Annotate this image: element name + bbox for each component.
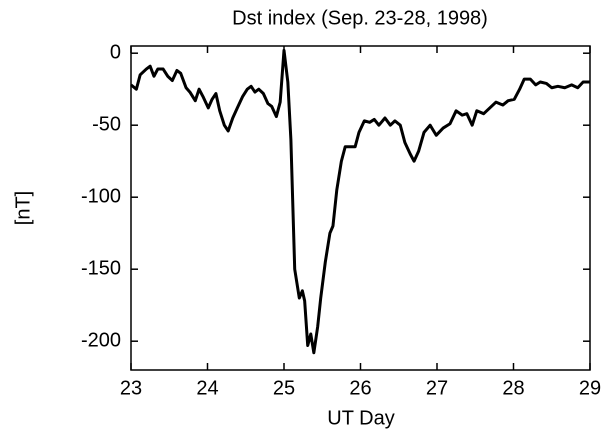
x-tick-label: 25: [273, 377, 295, 399]
x-tick-label: 23: [120, 377, 142, 399]
data-line: [130, 48, 590, 355]
x-axis-label: UT Day: [327, 407, 394, 429]
y-tick-label: -100: [81, 185, 121, 207]
y-tick-label: 0: [110, 41, 121, 63]
y-tick-label: -150: [81, 257, 121, 279]
plot-frame: [130, 45, 591, 371]
y-axis-label: [nT]: [12, 191, 34, 225]
x-tick-label: 26: [349, 377, 371, 399]
x-tick-label: 24: [196, 377, 218, 399]
x-tick-label: 27: [426, 377, 448, 399]
y-tick-label: -200: [81, 329, 121, 351]
chart-title: Dst index (Sep. 23-28, 1998): [232, 7, 488, 29]
x-tick-label: 28: [502, 377, 524, 399]
x-tick-label: 29: [579, 377, 601, 399]
y-tick-label: -50: [92, 113, 121, 135]
